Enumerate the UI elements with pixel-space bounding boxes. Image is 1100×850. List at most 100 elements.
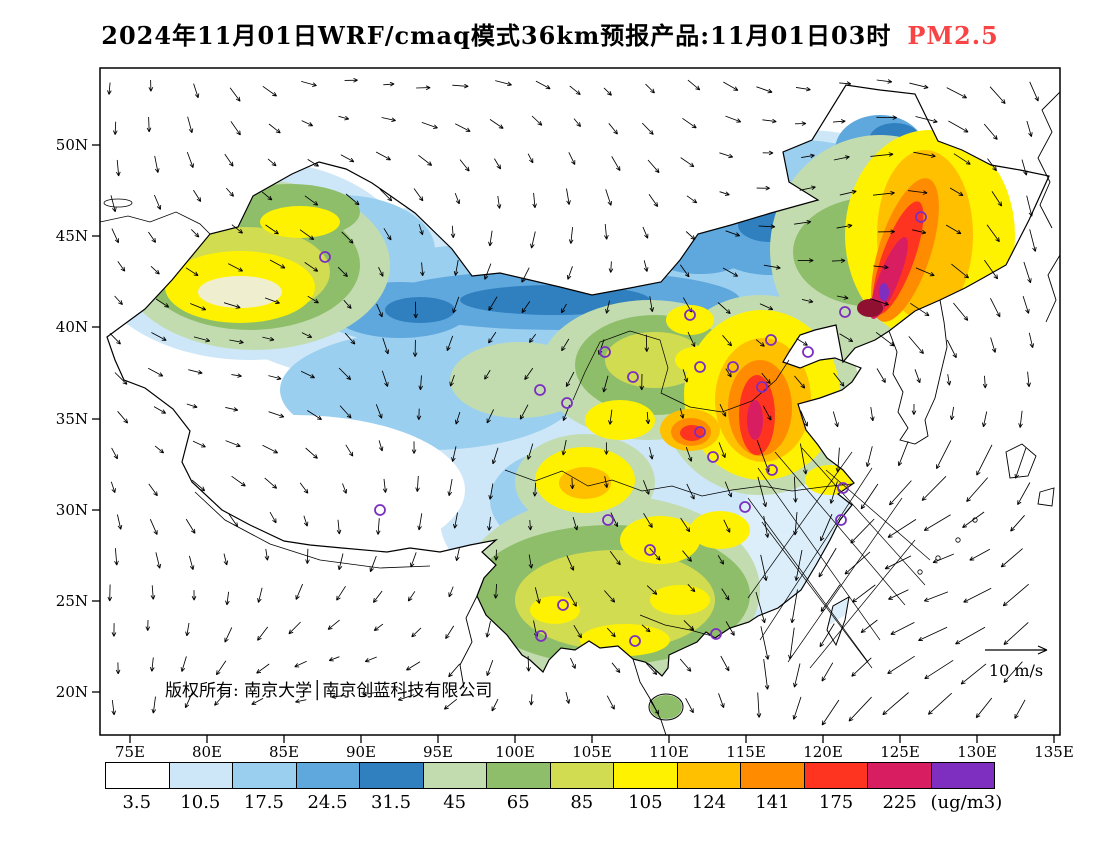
station-markers-layer [319, 211, 927, 647]
colorbar-labels: 3.5 10.5 17.5 24.5 31.5 45 65 85 105 124 141 175 225… [105, 792, 1002, 818]
station-marker [710, 628, 722, 640]
colorbar-segment [804, 763, 868, 788]
station-marker [727, 361, 739, 373]
lon-tick-label: 95E [423, 743, 453, 761]
colorbar-segment [550, 763, 614, 788]
colorbar-tick-label: 3.5 [122, 792, 152, 813]
station-marker [599, 346, 611, 358]
axis-labels: 50N 45N 40N 35N 30N 25N 20N 75E 80E 85E 90E 95E 100E… [56, 136, 1074, 761]
colorbar-segment [106, 763, 170, 788]
colorbar-tick-label: 175 [818, 792, 854, 813]
station-marker [739, 501, 751, 513]
colorbar-segment [296, 763, 360, 788]
wind-reference: 10 m/s [985, 645, 1048, 680]
colorbar-segment [487, 763, 551, 788]
colorbar-segment [169, 763, 233, 788]
ryukyu-island [917, 569, 923, 575]
lon-tick-label: 135E [1034, 743, 1074, 761]
lon-tick-label: 85E [269, 743, 299, 761]
lat-tick-label: 25N [56, 592, 88, 610]
station-marker [535, 630, 547, 642]
station-marker [561, 397, 573, 409]
china-border-outline [106, 84, 1050, 677]
chart-title-text: 2024年11月01日WRF/cmaq模式36km预报产品:11月01日03时 [101, 21, 892, 50]
wind-reference-label: 10 m/s [989, 661, 1043, 680]
colorbar-tick-label: 105 [628, 792, 663, 813]
shikoku-outline [1037, 487, 1055, 507]
pollutant-label: PM2.5 [907, 21, 999, 50]
lon-tick-label: 130E [957, 743, 997, 761]
lat-tick-label: 40N [56, 318, 88, 336]
vietnam-coast-outline [632, 658, 667, 735]
colorbar-unit: (ug/m3) [930, 792, 1003, 813]
korea-outline [888, 299, 948, 445]
station-marker [319, 251, 331, 263]
sakhalin-outline [1072, 68, 1086, 150]
colorbar-segment [868, 763, 932, 788]
colorbar-tick-label: 10.5 [180, 792, 221, 813]
chart-title: 2024年11月01日WRF/cmaq模式36km预报产品:11月01日03时 P… [0, 16, 1100, 51]
station-marker [557, 599, 569, 611]
taiwan-outline [826, 596, 850, 647]
lon-tick-label: 75E [115, 743, 145, 761]
colorbar-segment [233, 763, 297, 788]
lon-tick-label: 120E [803, 743, 843, 761]
wind-vectors-layer [107, 78, 1039, 726]
russia-coast-outline [1037, 91, 1060, 229]
lon-tick-label: 125E [880, 743, 920, 761]
colorbar-tick-label: 45 [443, 792, 467, 813]
station-marker [766, 464, 778, 476]
station-marker [707, 451, 719, 463]
lat-tick-label: 20N [56, 683, 88, 701]
station-marker [534, 384, 546, 396]
hainan-outline [648, 693, 684, 721]
lat-tick-label: 35N [56, 410, 88, 428]
lon-tick-label: 80E [192, 743, 222, 761]
colorbar-tick-label: 65 [506, 792, 530, 813]
station-marker [756, 381, 768, 393]
colorbar-segment [741, 763, 805, 788]
station-marker [694, 426, 706, 438]
geography-outlines [100, 68, 1086, 735]
lon-tick-label: 105E [572, 743, 612, 761]
colorbar-tick-label: 141 [755, 792, 790, 813]
station-marker [835, 514, 847, 526]
colorbar-segment [931, 763, 994, 788]
yangtze-river [504, 469, 853, 497]
lon-tick-label: 90E [346, 743, 376, 761]
colorbar-segment [423, 763, 487, 788]
station-marker [837, 482, 849, 494]
station-marker [765, 334, 777, 346]
station-marker [629, 635, 641, 647]
station-marker [684, 309, 696, 321]
lon-tick-label: 110E [649, 743, 689, 761]
copyright-text: 版权所有: 南京大学│南京创蓝科技有限公司 [165, 680, 492, 701]
pearl-river [639, 614, 713, 637]
station-marker [694, 361, 706, 373]
lat-tick-label: 30N [56, 501, 88, 519]
colorbar-tick-label: 24.5 [307, 792, 348, 813]
lake-balkhash-outline [103, 198, 133, 208]
streamline-hatching [747, 447, 931, 669]
station-marker [374, 504, 386, 516]
lon-tick-label: 115E [726, 743, 766, 761]
station-marker [644, 544, 656, 556]
wind-reference-arrow [985, 645, 1048, 655]
colorbar-swatches [105, 762, 995, 789]
colorbar-tick-label: 225 [882, 792, 917, 813]
station-marker [602, 514, 614, 526]
station-marker [627, 371, 639, 383]
colorbar-tick-label: 85 [570, 792, 594, 813]
colorbar: 3.5 10.5 17.5 24.5 31.5 45 65 85 105 124 141 175 225… [105, 762, 1002, 818]
colorbar-tick-label: 17.5 [243, 792, 284, 813]
kyushu-outline [1005, 443, 1037, 479]
lat-tick-label: 50N [56, 136, 88, 154]
lon-tick-label: 100E [495, 743, 535, 761]
lat-tick-label: 45N [56, 227, 88, 245]
colorbar-tick-label: 124 [691, 792, 727, 813]
japan-coast-outline [1045, 254, 1060, 323]
station-marker [915, 211, 927, 223]
station-marker [839, 306, 851, 318]
station-marker [802, 346, 814, 358]
